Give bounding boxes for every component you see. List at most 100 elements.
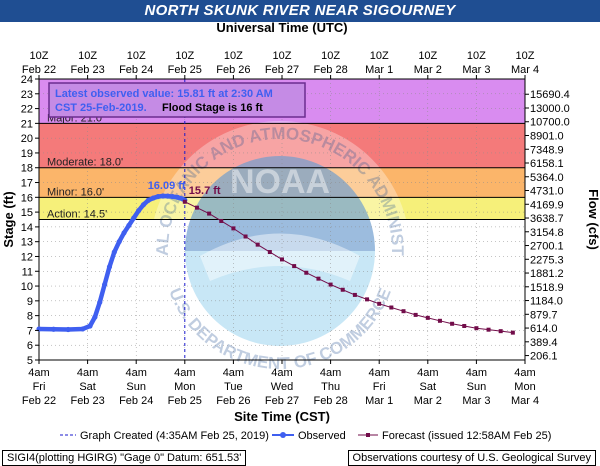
forecast-point [413, 312, 418, 317]
observed-point [131, 215, 137, 221]
legend: Graph Created (4:35AM Feb 25, 2019) Obser… [60, 430, 551, 442]
stage-tick-label: 9 [27, 296, 33, 308]
observed-point [126, 222, 132, 229]
time-tick-hour: 4am [417, 367, 438, 379]
forecast-point [292, 264, 297, 269]
flow-tick-label: 1184.0 [530, 296, 563, 308]
utc-tick-date: Mar 4 [511, 64, 539, 76]
stage-tick-label: 10 [21, 281, 33, 293]
utc-tick-hour: 10Z [127, 50, 146, 62]
forecast-point [194, 205, 199, 210]
utc-tick-hour: 10Z [175, 50, 194, 62]
time-tick-hour: 4am [125, 367, 146, 379]
flood-threshold-lines: Major: 21.0'Moderate: 18.0'Minor: 16.0'A… [39, 79, 525, 360]
peak-label: 16.09 ft [148, 180, 186, 192]
chart-title: NORTH SKUNK RIVER NEAR SIGOURNEY [0, 0, 600, 22]
time-tick-weekday: Fri [373, 381, 386, 393]
forecast-point [498, 329, 503, 334]
source-note: Observations courtesy of U.S. Geological… [347, 450, 596, 466]
stage-tick-label: 18 [21, 163, 33, 175]
time-tick-weekday: Wed [271, 381, 293, 393]
time-tick-date: Mar 4 [511, 395, 539, 407]
observed-point [111, 249, 117, 255]
time-tick-weekday: Sat [79, 381, 96, 393]
stage-tick-label: 14 [21, 222, 33, 234]
flow-tick-label: 13000.0 [530, 103, 570, 115]
annotation-line2b: Flood Stage is 16 ft [162, 102, 263, 114]
latest-forecast-label: 15.7 ft [189, 185, 221, 197]
time-tick-hour: 4am [271, 367, 292, 379]
stage-tick-label: 5 [27, 355, 33, 367]
time-tick-date: Mar 3 [462, 395, 490, 407]
time-tick-weekday: Fri [33, 381, 46, 393]
moderate-label: Moderate: 18.0' [47, 157, 123, 169]
time-tick-date: Feb 28 [313, 395, 347, 407]
flow-tick-label: 3154.8 [530, 227, 564, 239]
forecast-point [510, 330, 515, 335]
observed-point [116, 239, 122, 245]
time-tick-hour: 4am [223, 367, 244, 379]
time-tick-date: Feb 27 [265, 395, 299, 407]
forecast-point [389, 305, 394, 310]
minor-label: Minor: 16.0' [47, 186, 104, 198]
utc-tick-date: Feb 23 [70, 64, 104, 76]
legend-forecast-marker [366, 433, 370, 437]
observed-point [87, 323, 93, 329]
observed-point [160, 193, 166, 199]
forecast-point [437, 318, 442, 323]
flow-tick-label: 2700.1 [530, 241, 564, 253]
forecast-point [486, 327, 491, 332]
utc-tick-hour: 10Z [78, 50, 97, 62]
time-tick-date: Mar 1 [365, 395, 393, 407]
time-tick-hour: 4am [368, 367, 389, 379]
utc-tick-date: Feb 24 [119, 64, 153, 76]
flow-tick-label: 8901.0 [530, 130, 564, 142]
stage-tick-label: 21 [21, 118, 33, 130]
observed-point [145, 197, 151, 203]
watermark-gull [200, 233, 360, 281]
watermark-noaa-text: NOAA [230, 163, 330, 201]
time-tick-weekday: Tue [224, 381, 243, 393]
legend-forecast-label: Forecast (issued 12:58AM Feb 25) [382, 430, 551, 442]
stage-tick-label: 23 [21, 89, 33, 101]
forecast-point [352, 292, 357, 297]
stage-tick-label: 17 [21, 178, 33, 190]
stage-tick-label: 24 [21, 74, 33, 86]
stage-tick-label: 13 [21, 237, 33, 249]
forecast-point [219, 218, 224, 223]
utc-tick-date: Feb 26 [216, 64, 250, 76]
hydrograph-chart: NOAANATIONAL OCEANIC AND ATMOSPHERIC ADM… [0, 22, 600, 442]
utc-tick-date: Feb 28 [313, 64, 347, 76]
observed-point [80, 326, 86, 332]
utc-tick-hour: 10Z [370, 50, 389, 62]
utc-tick-date: Mar 2 [414, 64, 442, 76]
forecast-line [184, 201, 513, 334]
forecast-point [450, 321, 455, 326]
utc-tick-hour: 10Z [516, 50, 535, 62]
observed-point [97, 299, 103, 305]
forecast-point [316, 276, 321, 281]
datum-note: SIGI4(plotting HGIRG) "Gage 0" Datum: 65… [2, 450, 247, 466]
time-tick-hour: 4am [466, 367, 487, 379]
time-tick-date: Feb 23 [70, 395, 104, 407]
utc-tick-hour: 10Z [224, 50, 243, 62]
forecast-point [340, 287, 345, 292]
time-tick-weekday: Mon [514, 381, 535, 393]
stage-tick-label: 22 [21, 104, 33, 116]
observed-point [170, 193, 176, 200]
utc-tick-date: Feb 22 [22, 64, 56, 76]
observed-point [121, 230, 127, 236]
stage-tick-label: 19 [21, 148, 33, 160]
flow-tick-label: 15690.4 [530, 89, 570, 101]
forecast-point [231, 226, 236, 231]
time-tick-date: Feb 22 [22, 395, 56, 407]
legend-observed-marker [280, 432, 286, 438]
utc-tick-date: Feb 25 [168, 64, 202, 76]
forecast-point [255, 242, 260, 247]
utc-tick-date: Mar 1 [365, 64, 393, 76]
forecast-point [207, 211, 212, 216]
observed-point [140, 202, 147, 208]
observed-point [155, 193, 161, 200]
observed-point [102, 281, 108, 288]
observed-point [65, 326, 71, 333]
